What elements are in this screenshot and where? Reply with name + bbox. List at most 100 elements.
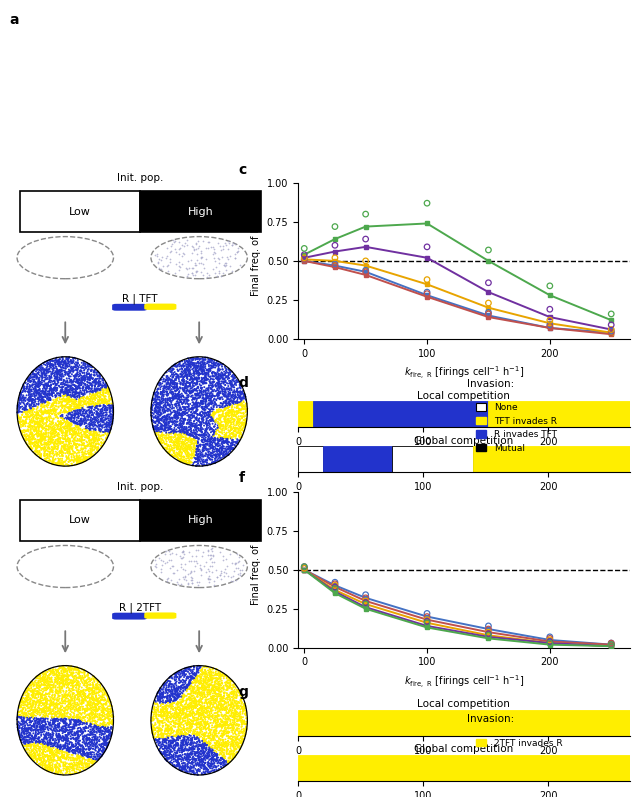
Point (149, 411, 159, 424)
Point (83, 755, 93, 768)
Point (193, 728, 204, 741)
Point (60, 737, 71, 750)
Point (160, 395, 170, 407)
Point (64, 697, 74, 710)
Point (44, 414, 54, 426)
Point (207, 391, 218, 403)
Point (46, 736, 56, 748)
Point (197, 665, 207, 678)
Point (188, 351, 198, 364)
Point (193, 717, 204, 730)
Point (155, 409, 165, 422)
Point (216, 380, 226, 393)
Point (67, 450, 77, 462)
Point (83, 698, 93, 711)
Point (178, 456, 188, 469)
Point (35, 702, 45, 715)
Point (212, 442, 223, 455)
Point (28, 396, 38, 409)
Point (174, 441, 184, 453)
Point (92, 406, 102, 418)
Point (59, 725, 69, 738)
Point (68, 398, 78, 410)
Point (213, 756, 223, 769)
Point (200, 671, 211, 684)
Point (53, 357, 63, 370)
Point (79, 745, 89, 758)
Point (220, 395, 230, 408)
Point (41, 406, 52, 418)
Point (20, 428, 30, 441)
Point (177, 552, 188, 564)
Point (54, 364, 64, 377)
Point (211, 675, 221, 688)
Point (45, 389, 55, 402)
Point (171, 418, 181, 431)
Point (27, 406, 38, 419)
Point (156, 727, 167, 740)
Point (158, 416, 169, 429)
Point (162, 702, 172, 715)
Point (193, 357, 204, 370)
Point (232, 548, 242, 560)
Point (171, 689, 181, 701)
Point (73, 441, 83, 453)
Point (97, 412, 107, 425)
Point (203, 704, 213, 717)
Point (74, 756, 84, 768)
Point (21, 682, 31, 695)
Point (207, 430, 217, 443)
Point (35, 717, 45, 729)
Point (189, 410, 199, 422)
Point (227, 413, 237, 426)
Point (31, 685, 41, 697)
Point (49, 737, 59, 750)
Point (233, 387, 243, 399)
Point (73, 410, 83, 423)
Point (78, 448, 88, 461)
Point (50, 673, 60, 686)
Point (55, 742, 66, 755)
Point (26, 716, 36, 728)
Point (87, 709, 97, 722)
Point (79, 664, 89, 677)
Point (88, 709, 98, 721)
Point (228, 701, 238, 714)
Point (192, 749, 202, 762)
Point (80, 722, 90, 735)
Point (13, 711, 23, 724)
Point (200, 685, 210, 697)
Point (38, 682, 48, 695)
Point (93, 397, 104, 410)
Point (177, 717, 187, 729)
Point (214, 388, 224, 401)
Point (90, 424, 100, 437)
Point (153, 703, 163, 716)
Point (195, 698, 205, 711)
Point (62, 383, 72, 396)
Point (80, 395, 90, 407)
Point (46, 668, 56, 681)
Point (88, 428, 98, 441)
Point (45, 722, 55, 735)
Point (179, 751, 190, 764)
Point (100, 743, 111, 756)
Point (93, 377, 104, 390)
Point (233, 556, 244, 568)
Point (22, 701, 32, 713)
Point (49, 382, 59, 395)
Point (35, 718, 45, 731)
Point (95, 695, 105, 708)
Point (161, 418, 171, 430)
Point (81, 380, 92, 393)
Point (157, 689, 167, 701)
Point (209, 246, 219, 259)
Point (39, 381, 49, 394)
Point (192, 721, 202, 734)
Point (78, 359, 88, 371)
Point (219, 725, 230, 738)
Point (169, 691, 179, 704)
Point (68, 718, 78, 731)
Point (97, 379, 107, 391)
Point (33, 426, 43, 438)
